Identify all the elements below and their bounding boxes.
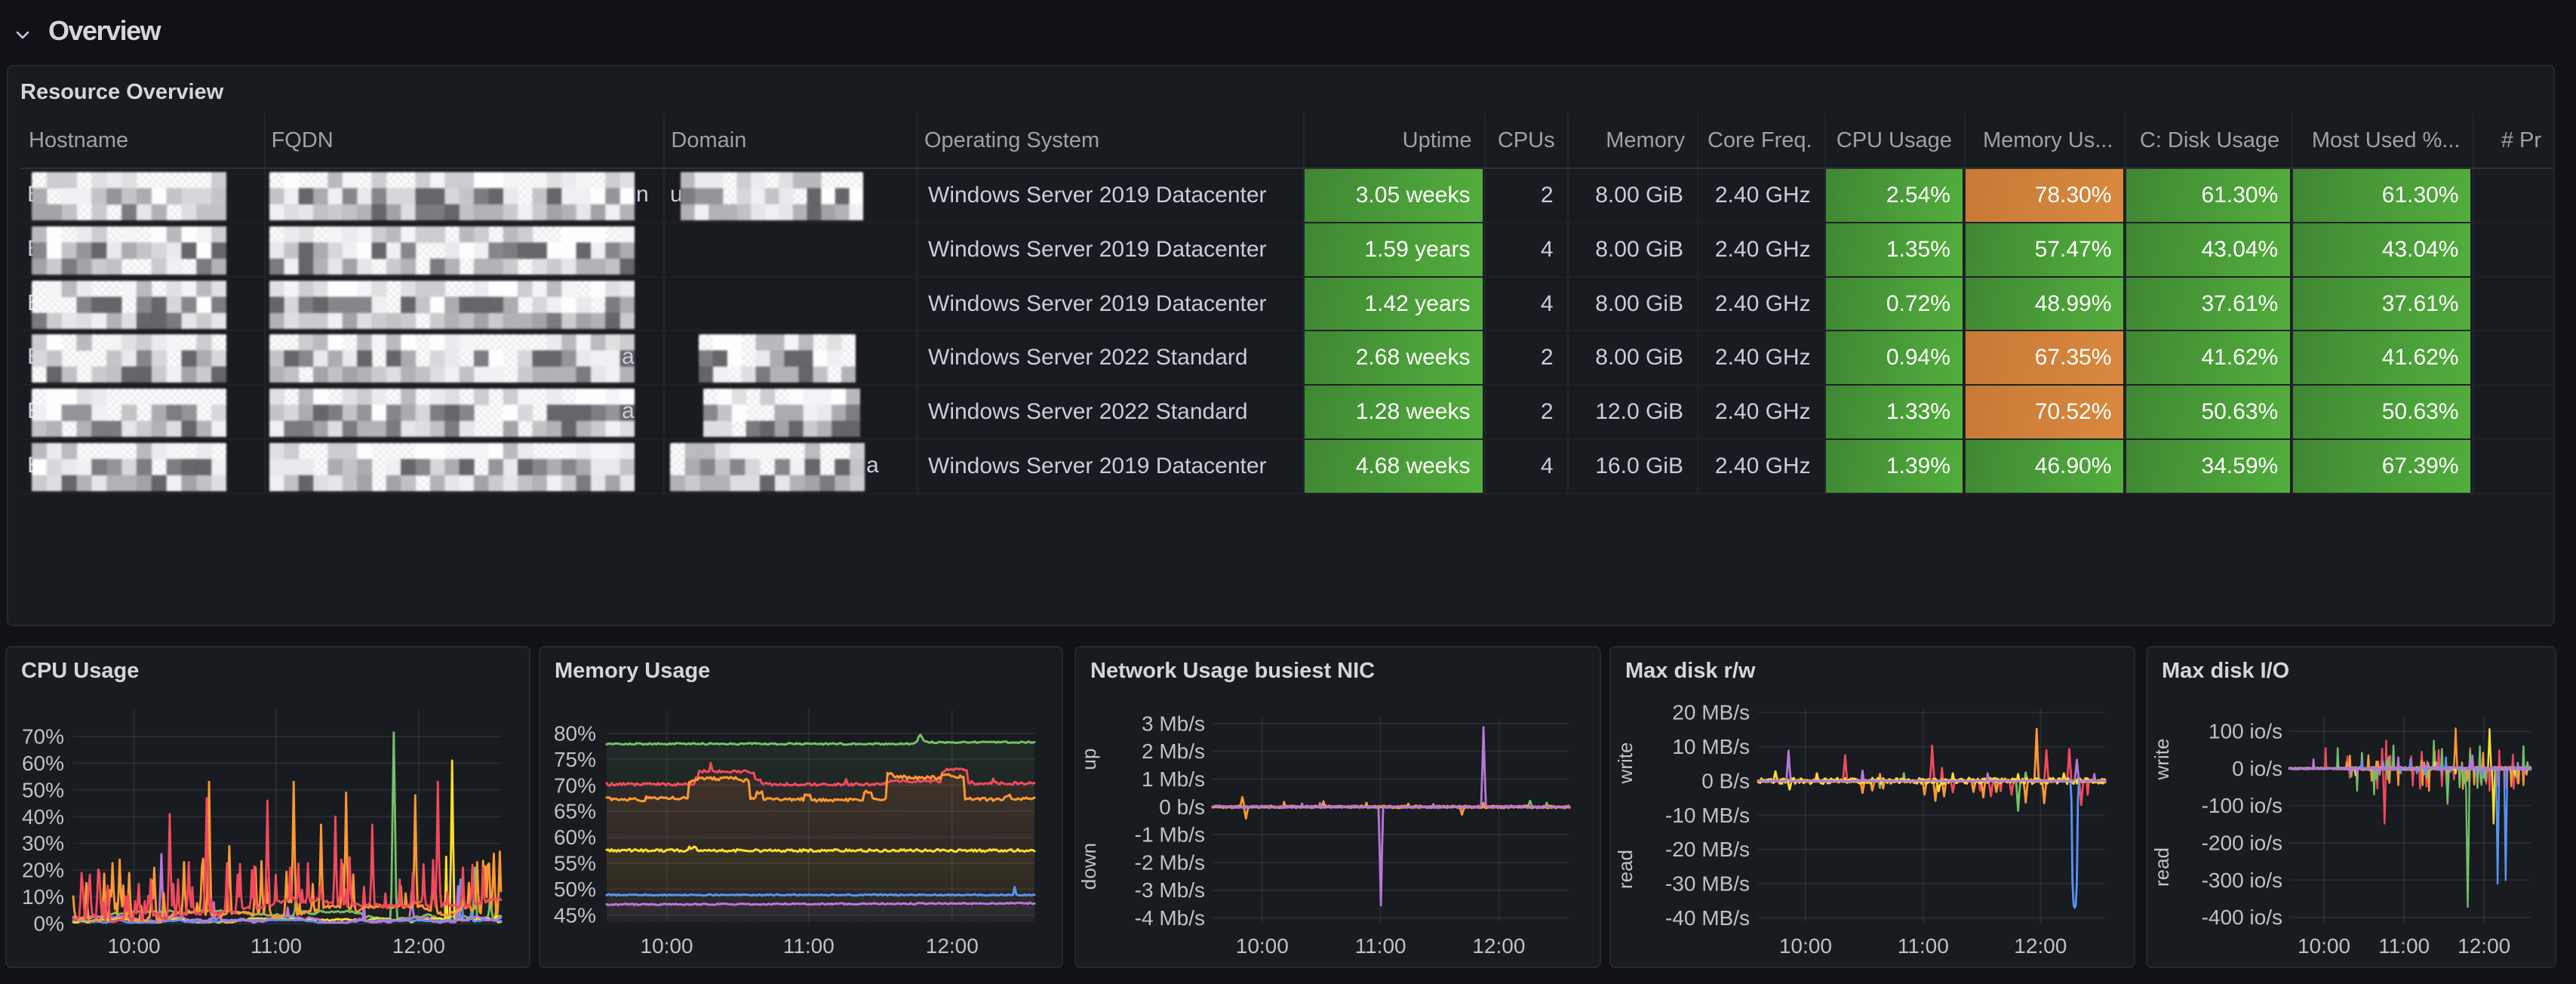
svg-text:-400 io/s: -400 io/s (2202, 906, 2282, 929)
svg-text:70%: 70% (22, 725, 64, 749)
svg-text:10:00: 10:00 (1779, 934, 1832, 958)
svg-text:write: write (2150, 739, 2173, 781)
svg-text:12:00: 12:00 (2014, 934, 2067, 958)
svg-text:30%: 30% (22, 832, 64, 855)
svg-text:11:00: 11:00 (1355, 934, 1406, 958)
svg-text:read: read (1614, 850, 1637, 889)
svg-text:-10 MB/s: -10 MB/s (1665, 804, 1750, 827)
svg-text:10:00: 10:00 (108, 934, 161, 958)
svg-text:20%: 20% (22, 859, 64, 882)
svg-text:55%: 55% (554, 852, 596, 875)
svg-text:2 Mb/s: 2 Mb/s (1142, 740, 1205, 763)
svg-text:12:00: 12:00 (392, 934, 445, 958)
svg-text:10 MB/s: 10 MB/s (1672, 735, 1750, 758)
svg-text:50%: 50% (554, 878, 596, 901)
svg-text:-20 MB/s: -20 MB/s (1665, 838, 1750, 861)
svg-text:down: down (1077, 843, 1100, 890)
svg-text:12:00: 12:00 (2458, 934, 2510, 958)
svg-text:11:00: 11:00 (2378, 934, 2430, 958)
svg-text:11:00: 11:00 (783, 934, 835, 958)
svg-text:12:00: 12:00 (926, 934, 979, 958)
svg-text:10:00: 10:00 (2298, 934, 2350, 958)
svg-text:75%: 75% (554, 748, 596, 771)
svg-text:11:00: 11:00 (251, 934, 302, 958)
svg-text:-4 Mb/s: -4 Mb/s (1135, 906, 1205, 930)
svg-text:65%: 65% (554, 800, 596, 823)
svg-text:1 Mb/s: 1 Mb/s (1142, 767, 1205, 791)
svg-text:3 Mb/s: 3 Mb/s (1142, 712, 1205, 735)
svg-text:0%: 0% (34, 912, 64, 936)
svg-text:-100 io/s: -100 io/s (2202, 794, 2282, 817)
svg-text:read: read (2150, 847, 2173, 887)
svg-text:70%: 70% (554, 773, 596, 797)
svg-text:10%: 10% (22, 885, 64, 909)
svg-text:60%: 60% (22, 752, 64, 775)
svg-text:-300 io/s: -300 io/s (2202, 869, 2282, 892)
svg-text:45%: 45% (554, 903, 596, 927)
svg-text:up: up (1077, 749, 1100, 770)
svg-text:20 MB/s: 20 MB/s (1672, 701, 1750, 724)
svg-text:0 b/s: 0 b/s (1159, 795, 1205, 819)
svg-text:100 io/s: 100 io/s (2209, 720, 2282, 743)
svg-text:-40 MB/s: -40 MB/s (1665, 906, 1750, 930)
svg-text:50%: 50% (22, 778, 64, 801)
svg-text:10:00: 10:00 (1236, 934, 1289, 958)
svg-text:40%: 40% (22, 805, 64, 829)
svg-text:-1 Mb/s: -1 Mb/s (1135, 823, 1205, 847)
svg-text:12:00: 12:00 (1472, 934, 1525, 958)
svg-text:80%: 80% (554, 722, 596, 746)
svg-text:-200 io/s: -200 io/s (2202, 832, 2282, 855)
svg-text:11:00: 11:00 (1898, 934, 1949, 958)
svg-text:-2 Mb/s: -2 Mb/s (1135, 850, 1205, 874)
svg-text:write: write (1614, 743, 1637, 785)
svg-text:60%: 60% (554, 826, 596, 849)
svg-text:10:00: 10:00 (641, 934, 693, 958)
svg-text:0 io/s: 0 io/s (2232, 757, 2282, 780)
svg-text:-30 MB/s: -30 MB/s (1665, 872, 1750, 896)
svg-text:0 B/s: 0 B/s (1701, 769, 1750, 792)
svg-text:-3 Mb/s: -3 Mb/s (1135, 878, 1205, 902)
